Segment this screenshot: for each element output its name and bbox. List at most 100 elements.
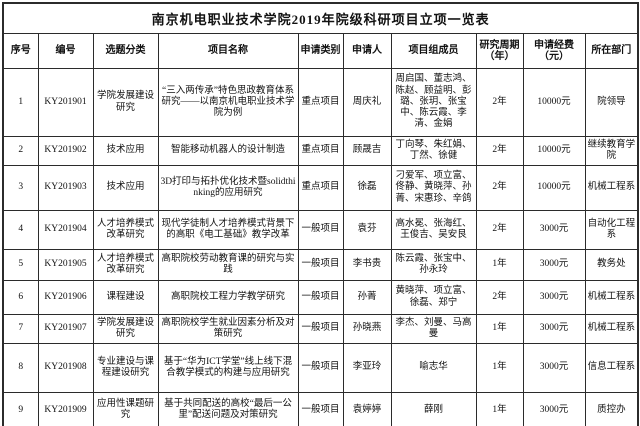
cell-period: 2年 xyxy=(475,165,524,211)
cell-name: 基于“华为ICT学堂”线上线下混合教学模式的构建与应用研究 xyxy=(157,343,299,393)
cell-applicant: 孙菁 xyxy=(342,280,392,315)
cell-members: 刁爱军、项立富、佟静、黄晓萍、孙菁、宋惠珍、辛鸽 xyxy=(390,165,477,211)
cell-name: 高职院校学生就业因素分析及对策研究 xyxy=(157,314,299,344)
cell-period: 1年 xyxy=(475,343,524,393)
cell-type: 重点项目 xyxy=(297,165,344,211)
cell-name: 现代学徒制人才培养模式背景下的高职《电工基础》教学改革 xyxy=(157,210,299,250)
cell-category: 人才培养模式改革研究 xyxy=(92,210,159,250)
cell-name: 基于共同配送的高校“最后一公里”配送问题及对策研究 xyxy=(157,392,299,426)
cell-category: 专业建设与课程建设研究 xyxy=(92,343,159,393)
cell-members: 高水冕、张海红、王俊吉、吴安艮 xyxy=(390,210,477,250)
cell-applicant: 徐磊 xyxy=(342,165,392,211)
cell-applicant: 周庆礼 xyxy=(342,68,392,137)
cell-type: 重点项目 xyxy=(297,136,344,166)
cell-members: 陈云霞、张宝中、孙永玲 xyxy=(390,249,477,281)
column-header-period: 研究周期（年） xyxy=(475,33,524,69)
cell-period: 2年 xyxy=(475,280,524,315)
column-header-category: 选题分类 xyxy=(92,33,159,69)
cell-code: KY201906 xyxy=(37,280,94,315)
table-row: 4 KY201904 人才培养模式改革研究 现代学徒制人才培养模式背景下的高职《电工基… xyxy=(2,210,639,250)
cell-funding: 10000元 xyxy=(522,165,586,211)
cell-code: KY201909 xyxy=(37,392,94,426)
cell-name: “三入两传承”特色思政教育体系研究——以南京机电职业技术学院为例 xyxy=(157,68,299,137)
cell-period: 2年 xyxy=(475,136,524,166)
cell-type: 一般项目 xyxy=(297,249,344,281)
table-row: 6 KY201906 课程建设 高职院校工程力学教学研究 一般项目 孙菁 黄晓萍、项立富、徐… xyxy=(2,280,639,315)
cell-applicant: 袁芬 xyxy=(342,210,392,250)
column-header-type: 申请类别 xyxy=(297,33,344,69)
cell-category: 学院发展建设研究 xyxy=(92,68,159,137)
cell-seq: 5 xyxy=(2,249,39,281)
cell-department: 自动化工程系 xyxy=(584,210,639,250)
cell-type: 一般项目 xyxy=(297,314,344,344)
cell-type: 一般项目 xyxy=(297,392,344,426)
cell-period: 2年 xyxy=(475,210,524,250)
cell-name: 智能移动机器人的设计制造 xyxy=(157,136,299,166)
column-header-seq: 序号 xyxy=(2,33,39,69)
cell-funding: 3000元 xyxy=(522,343,586,393)
cell-category: 学院发展建设研究 xyxy=(92,314,159,344)
table-row: 8 KY201908 专业建设与课程建设研究 基于“华为ICT学堂”线上线下混合教学模… xyxy=(2,343,639,393)
cell-department: 教务处 xyxy=(584,249,639,281)
cell-department: 质控办 xyxy=(584,392,639,426)
cell-code: KY201908 xyxy=(37,343,94,393)
cell-period: 1年 xyxy=(475,314,524,344)
cell-members: 周启国、董志鸿、陈赵、顾益明、彭璐、张玥、张宝中、陈云霞、李清、金娟 xyxy=(390,68,477,137)
cell-category: 课程建设 xyxy=(92,280,159,315)
cell-members: 黄晓萍、项立富、徐磊、郑宁 xyxy=(390,280,477,315)
table-row: 9 KY201909 应用性课题研究 基于共同配送的高校“最后一公里”配送问题及对策研… xyxy=(2,392,639,426)
cell-code: KY201903 xyxy=(37,165,94,211)
column-header-funding: 申请经费（元） xyxy=(522,33,586,69)
table-row: 5 KY201905 人才培养模式改革研究 高职院校劳动教育课的研究与实践 一般项目 李书… xyxy=(2,249,639,281)
cell-category: 应用性课题研究 xyxy=(92,392,159,426)
cell-type: 一般项目 xyxy=(297,210,344,250)
cell-department: 信息工程系 xyxy=(584,343,639,393)
cell-applicant: 孙晓燕 xyxy=(342,314,392,344)
cell-applicant: 李书贵 xyxy=(342,249,392,281)
cell-members: 李杰、刘曼、马高曼 xyxy=(390,314,477,344)
cell-category: 人才培养模式改革研究 xyxy=(92,249,159,281)
cell-applicant: 顾晟吉 xyxy=(342,136,392,166)
cell-department: 院领导 xyxy=(584,68,639,137)
cell-category: 技术应用 xyxy=(92,136,159,166)
cell-period: 1年 xyxy=(475,392,524,426)
cell-seq: 2 xyxy=(2,136,39,166)
cell-department: 机械工程系 xyxy=(584,280,639,315)
table-row: 7 KY201907 学院发展建设研究 高职院校学生就业因素分析及对策研究 一般项目 孙晓… xyxy=(2,314,639,344)
cell-applicant: 李亚玲 xyxy=(342,343,392,393)
cell-code: KY201901 xyxy=(37,68,94,137)
cell-type: 一般项目 xyxy=(297,343,344,393)
cell-funding: 3000元 xyxy=(522,249,586,281)
cell-seq: 7 xyxy=(2,314,39,344)
column-header-code: 编号 xyxy=(37,33,94,69)
cell-type: 一般项目 xyxy=(297,280,344,315)
cell-name: 高职院校工程力学教学研究 xyxy=(157,280,299,315)
column-header-members: 项目组成员 xyxy=(390,33,477,69)
table-row: 2 KY201902 技术应用 智能移动机器人的设计制造 重点项目 顾晟吉 丁向琴、朱红娟、… xyxy=(2,136,639,166)
cell-members: 薛刚 xyxy=(390,392,477,426)
cell-period: 2年 xyxy=(475,68,524,137)
column-header-name: 项目名称 xyxy=(157,33,299,69)
table-title-row: 南京机电职业技术学院2019年院级科研项目立项一览表 xyxy=(2,2,639,34)
cell-funding: 3000元 xyxy=(522,210,586,250)
cell-type: 重点项目 xyxy=(297,68,344,137)
table-header-row: 序号 编号 选题分类 项目名称 申请类别 申请人 项目组成员 研究周期（年） 申… xyxy=(2,33,639,69)
table-body: 1 KY201901 学院发展建设研究 “三入两传承”特色思政教育体系研究——以南京机… xyxy=(2,68,639,426)
page-title: 南京机电职业技术学院2019年院级科研项目立项一览表 xyxy=(2,2,639,34)
cell-seq: 9 xyxy=(2,392,39,426)
cell-name: 3D打印与拓扑优化技术暨solidthinking的应用研究 xyxy=(157,165,299,211)
cell-funding: 3000元 xyxy=(522,392,586,426)
cell-seq: 4 xyxy=(2,210,39,250)
cell-seq: 1 xyxy=(2,68,39,137)
cell-members: 喻志华 xyxy=(390,343,477,393)
cell-seq: 6 xyxy=(2,280,39,315)
cell-funding: 10000元 xyxy=(522,68,586,137)
cell-members: 丁向琴、朱红娟、丁然、徐健 xyxy=(390,136,477,166)
cell-department: 继续教育学院 xyxy=(584,136,639,166)
cell-seq: 3 xyxy=(2,165,39,211)
cell-funding: 3000元 xyxy=(522,280,586,315)
column-header-applicant: 申请人 xyxy=(342,33,392,69)
table-row: 1 KY201901 学院发展建设研究 “三入两传承”特色思政教育体系研究——以南京机… xyxy=(2,68,639,137)
